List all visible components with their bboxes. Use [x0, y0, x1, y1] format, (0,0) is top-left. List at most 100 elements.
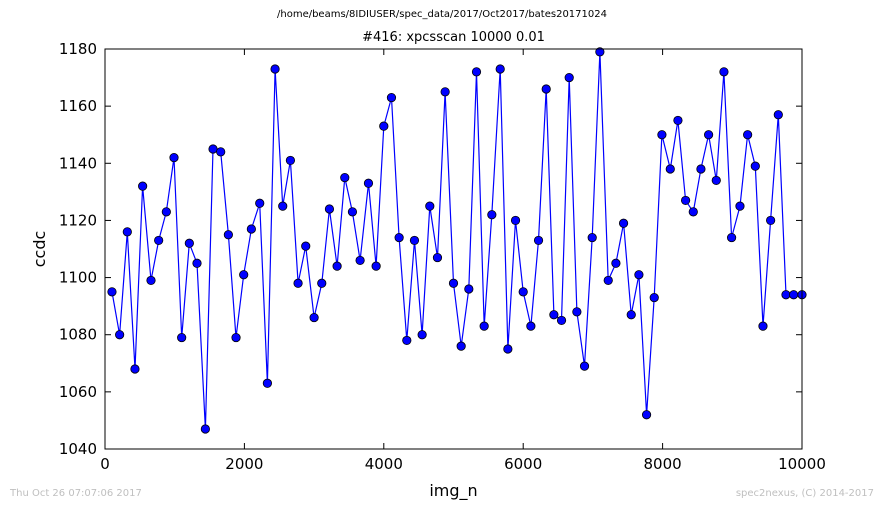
- data-point: [270, 64, 280, 74]
- data-point: [579, 361, 590, 371]
- data-point: [107, 287, 117, 297]
- data-point: [223, 230, 233, 240]
- data-point: [278, 201, 288, 211]
- x-tick-label: 2000: [225, 455, 263, 473]
- series-line: [111, 51, 802, 430]
- y-axis-label: ccdc: [30, 231, 49, 268]
- data-point: [634, 270, 644, 280]
- data-point: [355, 255, 365, 266]
- footer-timestamp: Thu Oct 26 07:07:06 2017: [10, 488, 142, 499]
- data-point: [386, 92, 397, 103]
- data-point: [456, 341, 466, 351]
- data-point: [208, 144, 218, 154]
- data-point: [417, 330, 427, 340]
- data-point: [618, 218, 629, 228]
- data-point: [495, 64, 505, 74]
- data-point: [122, 227, 132, 237]
- data-point: [556, 315, 567, 326]
- data-point: [727, 232, 737, 243]
- y-tick-label: 1120: [59, 211, 97, 229]
- data-point: [649, 292, 659, 303]
- data-point: [789, 290, 799, 300]
- y-tick-label: 1180: [59, 40, 97, 58]
- data-point: [301, 241, 311, 251]
- data-point: [317, 278, 327, 288]
- data-point: [735, 201, 745, 211]
- data-point: [704, 130, 714, 140]
- data-point: [285, 155, 296, 166]
- data-point: [673, 115, 683, 126]
- data-point: [340, 172, 350, 183]
- chart-marks: [107, 47, 807, 434]
- data-point: [231, 332, 241, 343]
- data-point: [255, 198, 265, 208]
- data-point: [464, 284, 474, 294]
- data-point: [758, 321, 768, 331]
- chart-title: #416: xpcsscan 10000 0.01: [362, 30, 545, 45]
- data-point: [138, 181, 148, 191]
- data-point: [246, 224, 256, 234]
- data-point: [773, 110, 783, 120]
- data-point: [394, 232, 404, 243]
- data-point: [719, 67, 729, 77]
- data-point: [626, 310, 636, 320]
- data-point: [154, 235, 164, 246]
- data-point: [641, 410, 652, 420]
- data-point: [363, 178, 374, 188]
- x-tick-label: 4000: [365, 455, 403, 473]
- data-point: [681, 195, 691, 206]
- y-tick-label: 1100: [59, 269, 97, 287]
- data-point: [216, 147, 226, 157]
- axis-ticks: 0 2000 4000 6000 8000 10000 1040 1060 1080 1100 11…: [59, 40, 826, 473]
- y-tick-label: 1080: [59, 326, 97, 344]
- data-point: [146, 275, 156, 286]
- data-point: [533, 235, 544, 246]
- data-point: [409, 235, 420, 246]
- data-point: [309, 312, 319, 323]
- y-tick-label: 1160: [59, 97, 97, 115]
- y-tick-label: 1040: [59, 440, 97, 458]
- data-point: [324, 204, 335, 214]
- x-tick-label: 0: [100, 455, 110, 473]
- data-point: [347, 207, 358, 217]
- data-point: [603, 275, 613, 286]
- data-point: [665, 164, 675, 174]
- data-point: [200, 424, 210, 434]
- data-point: [115, 330, 125, 340]
- plot-frame: [104, 48, 803, 450]
- data-point: [177, 332, 187, 343]
- data-point: [448, 278, 459, 288]
- data-point: [572, 307, 582, 317]
- data-point: [743, 130, 753, 140]
- data-point: [688, 207, 698, 217]
- data-point: [711, 175, 721, 186]
- data-point: [293, 278, 303, 288]
- data-point: [479, 321, 489, 331]
- data-point: [379, 121, 389, 131]
- data-point: [541, 84, 551, 94]
- data-point: [696, 164, 706, 174]
- data-point: [262, 378, 273, 388]
- data-point: [371, 261, 381, 271]
- data-point: [503, 344, 513, 354]
- data-point: [587, 232, 597, 243]
- data-point: [432, 252, 443, 263]
- data-point: [750, 161, 760, 171]
- data-point: [239, 270, 249, 280]
- data-point: [402, 335, 412, 346]
- data-point: [564, 72, 574, 83]
- x-axis-label: img_n: [429, 481, 477, 501]
- data-point: [781, 290, 791, 300]
- data-point: [332, 261, 342, 271]
- y-tick-label: 1140: [59, 154, 97, 172]
- data-point: [518, 287, 528, 297]
- data-point: [192, 258, 202, 268]
- data-point: [595, 47, 605, 57]
- data-point: [169, 152, 179, 163]
- data-point: [766, 215, 776, 226]
- data-point: [611, 258, 621, 268]
- data-point: [487, 210, 497, 220]
- x-tick-label: 6000: [504, 455, 542, 473]
- y-tick-label: 1060: [59, 383, 97, 401]
